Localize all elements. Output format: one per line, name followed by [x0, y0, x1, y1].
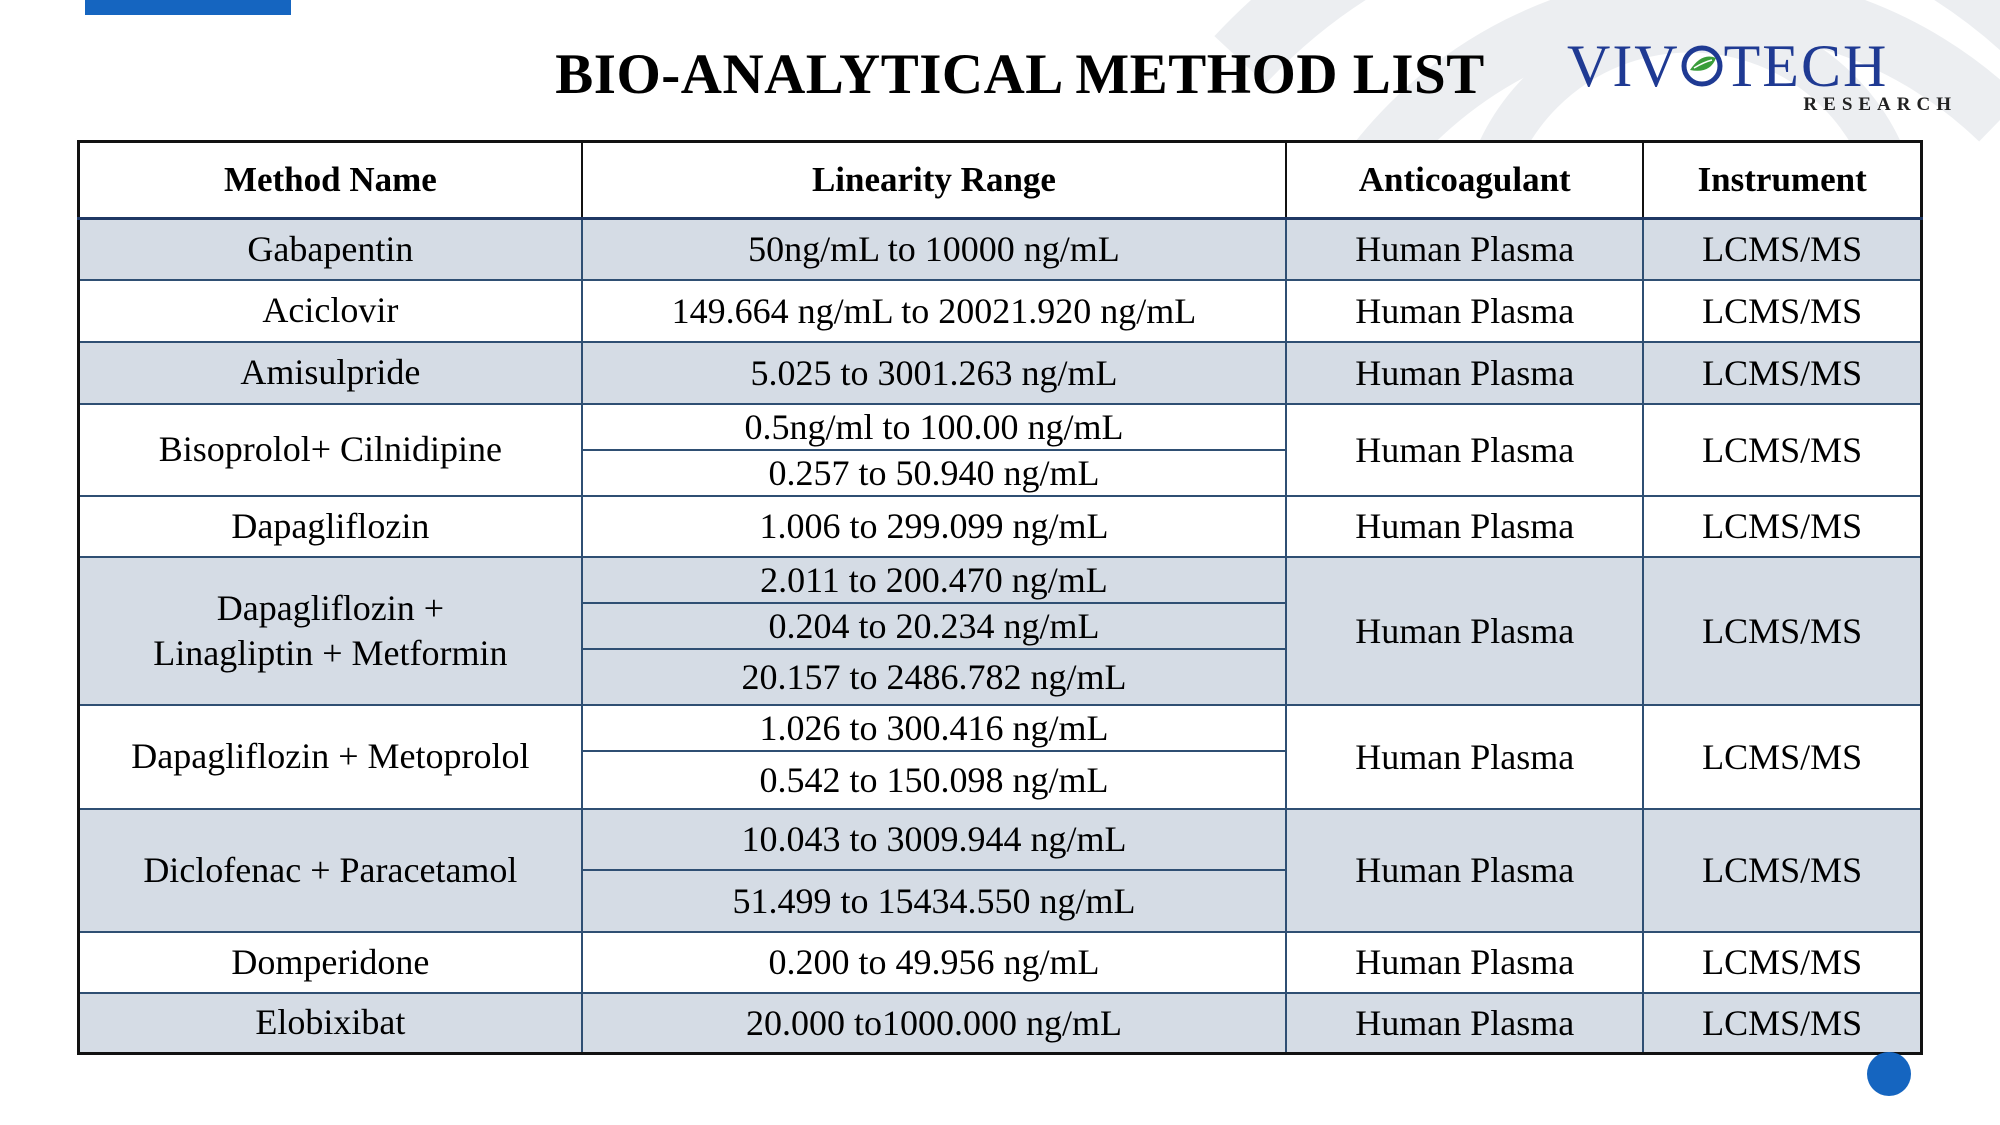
table-row: 0.542 to 150.098 ng/mL: [79, 749, 1922, 810]
page-dot-indicator: [1867, 1052, 1911, 1096]
linearity-range-cell: 1.006 to 299.099 ng/mL: [580, 494, 1288, 558]
anticoagulant-cell: Human Plasma: [1285, 217, 1645, 281]
linearity-range-cell: 0.542 to 150.098 ng/mL: [580, 749, 1288, 810]
method-name-cell: Dapagliflozin + Linagliptin + Metformin: [77, 555, 583, 706]
linearity-range-cell: 10.043 to 3009.944 ng/mL: [580, 807, 1288, 871]
instrument-cell: LCMS/MS: [1642, 930, 1923, 994]
vivotech-logo: VIV TECH RESEARCH: [1545, 30, 1965, 130]
anticoagulant-cell: Human Plasma: [1285, 930, 1645, 994]
instrument-cell: LCMS/MS: [1642, 217, 1923, 281]
linearity-range-cell: 0.200 to 49.956 ng/mL: [580, 930, 1288, 994]
linearity-range-cell: 51.499 to 15434.550 ng/mL: [580, 868, 1288, 933]
table-row: Dapagliflozin 1.006 to 299.099 ng/mL Human…: [77, 494, 1923, 558]
instrument-cell: LCMS/MS: [1642, 807, 1923, 933]
table-header-row: Method Name Linearity Range Anticoagulan…: [77, 140, 1923, 220]
instrument-cell: LCMS/MS: [1642, 402, 1923, 497]
method-name-cell: Dapagliflozin + Metoprolol: [77, 703, 583, 810]
method-name-cell: Bisoprolol+ Cilnidipine: [77, 402, 583, 497]
anticoagulant-cell: Human Plasma: [1285, 494, 1645, 558]
anticoagulant-cell: Human Plasma: [1285, 991, 1645, 1055]
header-anticoagulant: Anticoagulant: [1285, 140, 1645, 220]
instrument-cell: LCMS/MS: [1642, 991, 1923, 1055]
linearity-range-cell: 5.025 to 3001.263 ng/mL: [580, 340, 1288, 405]
table-body: Gabapentin 50ng/mL to 10000 ng/mL Human Pl…: [77, 217, 1923, 1055]
method-name-cell: Elobixibat: [77, 991, 583, 1055]
anticoagulant-cell: Human Plasma: [1285, 402, 1645, 497]
table-row: 0.257 to 50.940 ng/mL: [79, 448, 1922, 497]
instrument-cell: LCMS/MS: [1642, 340, 1923, 405]
anticoagulant-cell: Human Plasma: [1285, 555, 1645, 706]
table-row: Dapagliflozin + Metoprolol 1.026 to 300.4…: [77, 703, 1923, 810]
linearity-range-cell: 1.026 to 300.416 ng/mL: [580, 703, 1288, 752]
table-row: Domperidone 0.200 to 49.956 ng/mL Human Pl…: [77, 930, 1923, 994]
instrument-cell: LCMS/MS: [1642, 703, 1923, 810]
top-accent-bar: [85, 0, 291, 15]
table-row: 20.157 to 2486.782 ng/mL: [79, 647, 1922, 706]
leaf-globe-icon: [1681, 45, 1723, 87]
table-row: 0.204 to 20.234 ng/mL: [79, 601, 1922, 650]
anticoagulant-cell: Human Plasma: [1285, 807, 1645, 933]
logo-subtext: RESEARCH: [1803, 94, 1957, 115]
table-row: Diclofenac + Paracetamol 10.043 to 3009.9…: [77, 807, 1923, 933]
page-title: BIO-ANALYTICAL METHOD LIST: [555, 43, 1485, 106]
linearity-range-cell: 2.011 to 200.470 ng/mL: [580, 555, 1288, 604]
linearity-range-cell: 0.5ng/ml to 100.00 ng/mL: [580, 402, 1288, 451]
method-name-cell: Aciclovir: [77, 278, 583, 343]
table-row: Bisoprolol+ Cilnidipine 0.5ng/ml to 100.0…: [77, 402, 1923, 497]
logo-text-left: VIV: [1567, 33, 1680, 99]
table-row: Gabapentin 50ng/mL to 10000 ng/mL Human Pl…: [77, 217, 1923, 281]
method-name-cell: Gabapentin: [77, 217, 583, 281]
anticoagulant-cell: Human Plasma: [1285, 278, 1645, 343]
table-row: Dapagliflozin + Linagliptin + Metformin 2…: [77, 555, 1923, 706]
method-name-cell: Amisulpride: [77, 340, 583, 405]
anticoagulant-cell: Human Plasma: [1285, 340, 1645, 405]
linearity-range-cell: 0.257 to 50.940 ng/mL: [580, 448, 1288, 497]
table-row: Aciclovir 149.664 ng/mL to 20021.920 ng/m…: [77, 278, 1923, 343]
method-name-cell: Diclofenac + Paracetamol: [77, 807, 583, 933]
header-linearity-range: Linearity Range: [580, 140, 1288, 220]
instrument-cell: LCMS/MS: [1642, 555, 1923, 706]
method-table: Method Name Linearity Range Anticoagulan…: [77, 140, 1923, 1055]
instrument-cell: LCMS/MS: [1642, 494, 1923, 558]
header-method-name: Method Name: [77, 140, 583, 220]
linearity-range-cell: 50ng/mL to 10000 ng/mL: [580, 217, 1288, 281]
logo-text-right: TECH: [1723, 33, 1889, 99]
linearity-range-cell: 20.000 to1000.000 ng/mL: [580, 991, 1288, 1055]
linearity-range-cell: 149.664 ng/mL to 20021.920 ng/mL: [580, 278, 1288, 343]
table-row: 51.499 to 15434.550 ng/mL: [79, 868, 1922, 933]
instrument-cell: LCMS/MS: [1642, 278, 1923, 343]
method-name-cell: Dapagliflozin: [77, 494, 583, 558]
linearity-range-cell: 20.157 to 2486.782 ng/mL: [580, 647, 1288, 706]
table-row: Amisulpride 5.025 to 3001.263 ng/mL Human …: [77, 340, 1923, 405]
header-instrument: Instrument: [1642, 140, 1923, 220]
anticoagulant-cell: Human Plasma: [1285, 703, 1645, 810]
linearity-range-cell: 0.204 to 20.234 ng/mL: [580, 601, 1288, 650]
method-name-cell: Domperidone: [77, 930, 583, 994]
table-row: Elobixibat 20.000 to1000.000 ng/mL Human P…: [77, 991, 1923, 1055]
